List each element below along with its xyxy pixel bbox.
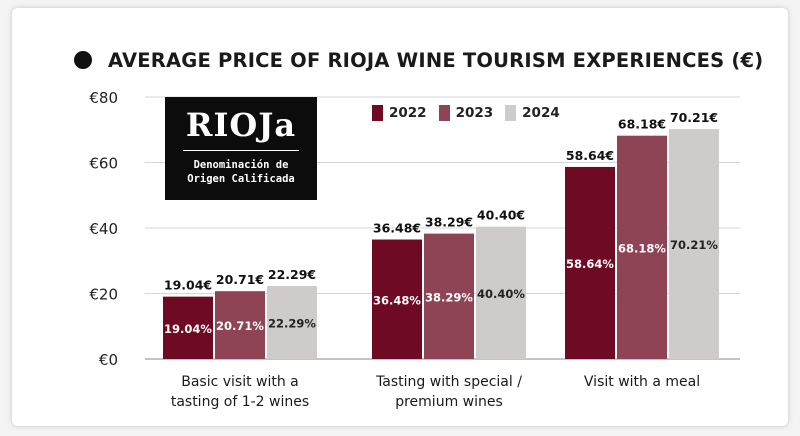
y-tick-label: €20: [89, 286, 118, 304]
inner-data-label: 58.64%: [566, 257, 614, 271]
bar: [163, 296, 213, 359]
legend-swatch-2024: [505, 105, 517, 121]
y-tick-label: €80: [89, 89, 118, 107]
logo-wordmark: RIOJa: [185, 106, 297, 144]
inner-data-label: 38.29%: [425, 290, 473, 304]
rioja-logo: RIOJa Denominación de Origen Calificada: [165, 97, 317, 200]
bar: [565, 166, 615, 359]
logo-subtitle-line-2: Origen Calificada: [187, 173, 295, 185]
data-label: 20.71€: [216, 272, 264, 287]
bars: [163, 129, 719, 359]
inner-data-label: 22.29%: [268, 317, 316, 331]
data-label: 38.29€: [425, 215, 473, 230]
logo-subtitle: Denominación de Origen Calificada: [165, 158, 317, 186]
bullet-icon: [74, 51, 92, 69]
legend-item-2022: 2022: [372, 105, 427, 121]
legend-label-2023: 2023: [455, 105, 494, 121]
chart-title-row: AVERAGE PRICE OF RIOJA WINE TOURISM EXPE…: [74, 44, 763, 76]
bar: [476, 226, 526, 359]
x-tick-label: premium wines: [395, 394, 503, 410]
legend-item-2024: 2024: [505, 105, 560, 121]
data-label: 40.40€: [477, 208, 525, 223]
inner-data-label: 68.18%: [618, 241, 666, 255]
bar: [617, 135, 667, 359]
legend-swatch-2023: [438, 105, 450, 121]
inner-data-label: 20.71%: [216, 319, 264, 333]
legend-item-2023: 2023: [438, 105, 494, 121]
x-tick-label: Visit with a meal: [584, 374, 700, 390]
x-tick-label: tasting of 1-2 wines: [171, 394, 309, 410]
y-tick-label: €60: [89, 155, 118, 173]
inner-data-label: 36.48%: [373, 293, 421, 307]
data-label: 68.18€: [618, 117, 666, 132]
bar: [669, 129, 719, 359]
logo-subtitle-line-1: Denominación de: [193, 159, 289, 171]
labels: €0 €20 €40 €60 €80 19.04€ 19.04% 20.71€ 20.71% 22…: [89, 89, 718, 410]
bar: [424, 233, 474, 359]
inner-data-label: 19.04%: [164, 322, 212, 336]
bar: [215, 291, 265, 359]
x-tick-label: Tasting with special /: [375, 374, 522, 390]
chart-title: AVERAGE PRICE OF RIOJA WINE TOURISM EXPE…: [108, 48, 764, 72]
data-label: 22.29€: [268, 267, 316, 282]
y-tick-label: €40: [89, 220, 118, 238]
data-label: 58.64€: [566, 148, 614, 163]
data-label: 19.04€: [164, 278, 212, 293]
y-tick-label: €0: [99, 351, 118, 369]
inner-data-label: 70.21%: [670, 238, 718, 252]
legend-label-2022: 2022: [389, 105, 427, 121]
legend-swatch-2022: [372, 105, 383, 121]
chart-legend: 2022 2023 2024: [372, 103, 572, 123]
bar: [267, 286, 317, 359]
bar: [372, 239, 422, 359]
data-label: 70.21€: [670, 110, 718, 125]
inner-data-label: 40.40%: [477, 287, 525, 301]
legend-label-2024: 2024: [522, 105, 560, 121]
x-tick-label: Basic visit with a: [181, 374, 299, 390]
logo-divider: [183, 150, 299, 151]
data-label: 36.48€: [373, 221, 421, 236]
